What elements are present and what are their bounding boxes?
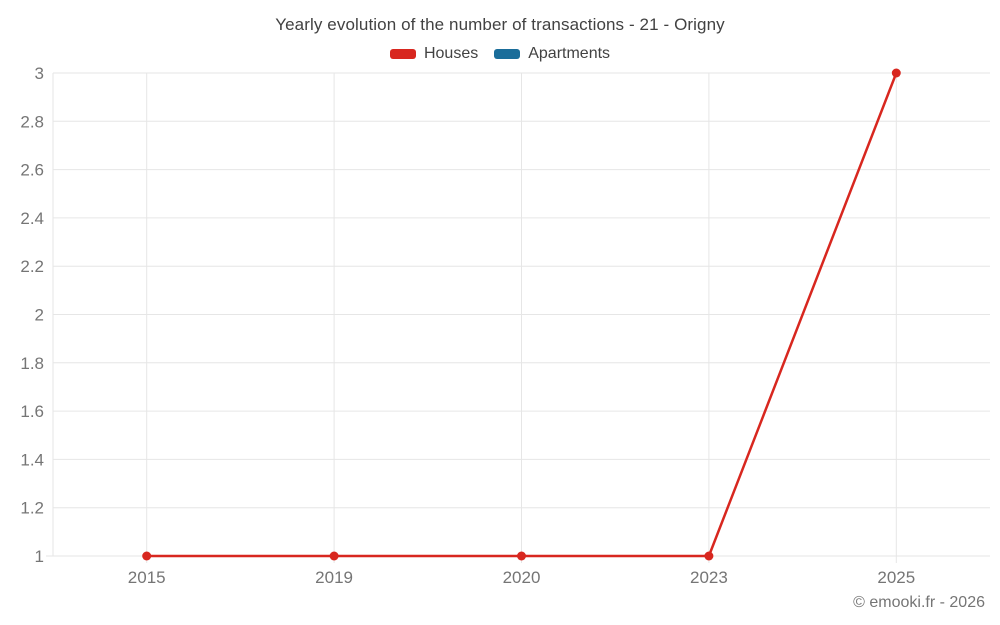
- y-axis-tick-label: 2.6: [20, 161, 44, 180]
- legend-label-apartments: Apartments: [528, 45, 611, 62]
- y-axis-tick-label: 1.6: [20, 402, 44, 421]
- legend-item-houses[interactable]: Houses: [389, 45, 479, 63]
- y-axis-tick-label: 2.2: [20, 257, 44, 276]
- data-point-houses[interactable]: [704, 551, 714, 561]
- y-axis-tick-label: 1: [35, 547, 44, 566]
- legend-label-houses: Houses: [423, 45, 479, 62]
- y-axis-tick-label: 2.8: [20, 112, 44, 131]
- y-axis-tick-label: 1.8: [20, 354, 44, 373]
- x-axis-tick-label: 2023: [690, 568, 728, 587]
- y-axis-tick-label: 1.4: [20, 450, 44, 469]
- y-axis-tick-label: 2: [35, 306, 44, 325]
- y-axis-tick-label: 2.4: [20, 209, 44, 228]
- apartments-legend-swatch-icon: [494, 49, 521, 59]
- x-axis-tick-label: 2019: [315, 568, 353, 587]
- x-axis-tick-label: 2025: [877, 568, 915, 587]
- x-axis-tick-label: 2020: [503, 568, 541, 587]
- data-point-houses[interactable]: [891, 68, 901, 78]
- legend-item-apartments[interactable]: Apartments: [494, 45, 610, 63]
- data-point-houses[interactable]: [329, 551, 339, 561]
- copyright-text: © emooki.fr - 2026: [853, 594, 985, 611]
- y-axis-tick-label: 3: [35, 64, 44, 83]
- chart-title: Yearly evolution of the number of transa…: [275, 15, 725, 34]
- y-axis-tick-label: 1.2: [20, 499, 44, 518]
- data-point-houses[interactable]: [517, 551, 526, 561]
- data-point-houses[interactable]: [142, 551, 152, 561]
- x-axis-tick-label: 2015: [128, 568, 166, 587]
- chart-legend: Houses Apartments: [0, 45, 1000, 63]
- houses-legend-swatch-icon: [389, 49, 416, 59]
